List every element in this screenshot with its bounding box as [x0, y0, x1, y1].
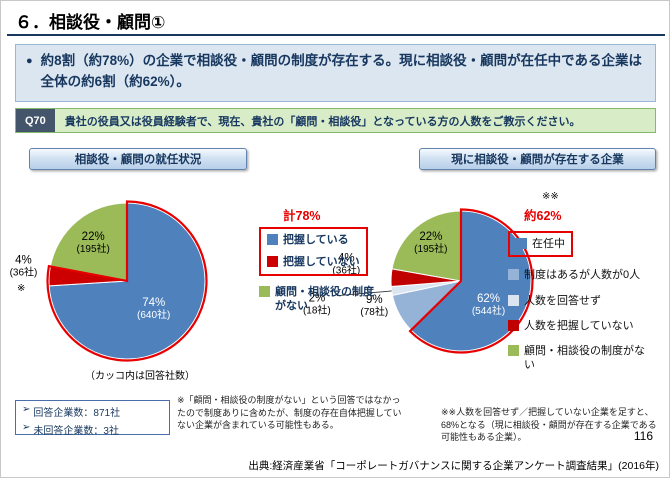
advisor-existence-pie-chart: 62% (544社) 9% (78社) 2% (18社)4% (36社) 22% (195社) — [303, 208, 534, 354]
summary-box: ● 約8割（約78%）の企業で相談役・顧問の制度が存在する。現に相談役・顧問が在… — [15, 44, 656, 102]
arrow-bullet-icon: ➢ — [22, 404, 31, 415]
right-legend: ※※ 約62% 在任中 制度はあるが人数が0人 人数を回答せず 人数を把握してい… — [508, 191, 666, 373]
left-pie-caption: （カッコ内は回答社数） — [85, 371, 195, 382]
pie-slice-label: 4% (36社) — [10, 254, 38, 278]
left-chart-header: 相談役・顧問の就任状況 — [29, 148, 247, 170]
legend-swatch — [508, 345, 519, 357]
left-pie-ref-mark: ※ — [17, 283, 26, 294]
legend-swatch — [267, 256, 278, 268]
source-citation: 出典:経済産業省「コーポレートガバナンスに関する企業アンケート調査結果」(201… — [248, 460, 659, 472]
question-text: 貴社の役員又は役員経験者で、現在、貴社の「顧問・相談役」となっている方の人数をご… — [64, 115, 581, 128]
right-total-label: 約62% — [524, 209, 562, 223]
page-title: ６．相談役・顧問① — [15, 13, 166, 32]
footnote-right: ※※人数を回答せず／把握していない企業を足すと、68%となる（現に相談役・顧問が… — [441, 407, 657, 443]
question-tag: Q70 — [16, 109, 55, 132]
legend-item: 顧問・相談役の制度がない — [259, 285, 379, 314]
legend-swatch — [508, 319, 519, 331]
left-legend: 計78% 把握している 把握していない 顧問・相談役の制度がない — [259, 205, 391, 313]
highlight-outline — [46, 200, 208, 362]
legend-swatch — [508, 294, 519, 306]
pie-slice-label: 2% (18社) — [303, 293, 331, 317]
pie-slice-label: 62% (544社) — [472, 293, 505, 317]
pie-slice-label: 9% (78社) — [360, 294, 388, 318]
page-number: 116 — [633, 429, 653, 443]
legend-swatch — [508, 269, 519, 281]
pie-slice — [49, 202, 128, 282]
non-response-count-line: ➢ 未回答企業数：3社 — [22, 422, 119, 437]
right-highlight-mark: ※※ — [542, 191, 559, 202]
right-chart-header: 現に相談役・顧問が存在する企業 — [419, 148, 656, 170]
legend-item: 制度はあるが人数が0人 — [508, 268, 666, 282]
legend-item: 人数を回答せず — [508, 294, 666, 308]
title-divider — [7, 34, 665, 36]
legend-item: 在任中 — [516, 237, 565, 251]
pie-slice — [391, 210, 462, 282]
response-count-box: ➢ 回答企業数：871社 ➢ 未回答企業数：3社 — [15, 400, 170, 437]
footnote-center: ※「顧問・相談役の制度がない」という回答ではなかったので制度ありに含めたが、制度… — [177, 395, 402, 431]
label-leader-line — [336, 290, 392, 297]
legend-item: 把握している — [267, 233, 360, 247]
legend-item: 把握していない — [267, 255, 360, 269]
legend-swatch — [516, 238, 527, 249]
right-legend-highlight-box: 在任中 — [508, 231, 573, 258]
pie-slice-label: 4% (36社) — [332, 253, 360, 277]
pie-slice — [410, 210, 532, 352]
question-box: Q70 貴社の役員又は役員経験者で、現在、貴社の「顧問・相談役」となっている方の… — [15, 108, 656, 133]
pie-slice-label: 22% (195社) — [414, 231, 447, 255]
bullet-icon: ● — [26, 55, 33, 67]
pie-slice-label: 74% (640社) — [137, 297, 170, 321]
left-total-label: 計78% — [283, 209, 321, 223]
legend-swatch — [267, 234, 278, 245]
legend-item: 顧問・相談役の制度がない — [508, 344, 666, 373]
pie-slice-label: 22% (195社) — [77, 231, 110, 255]
legend-item: 人数を把握していない — [508, 319, 666, 333]
legend-swatch — [259, 285, 270, 297]
arrow-bullet-icon: ➢ — [22, 422, 31, 433]
advisor-status-pie-chart: 74% (640社) 4% (36社) 22% (195社) — [10, 200, 208, 362]
summary-text: 約8割（約78%）の企業で相談役・顧問の制度が存在する。現に相談役・顧問が在任中… — [40, 53, 643, 89]
highlight-outline — [408, 208, 534, 354]
response-count-line: ➢ 回答企業数：871社 — [22, 404, 121, 419]
left-legend-highlight-box: 把握している 把握していない — [259, 227, 368, 276]
